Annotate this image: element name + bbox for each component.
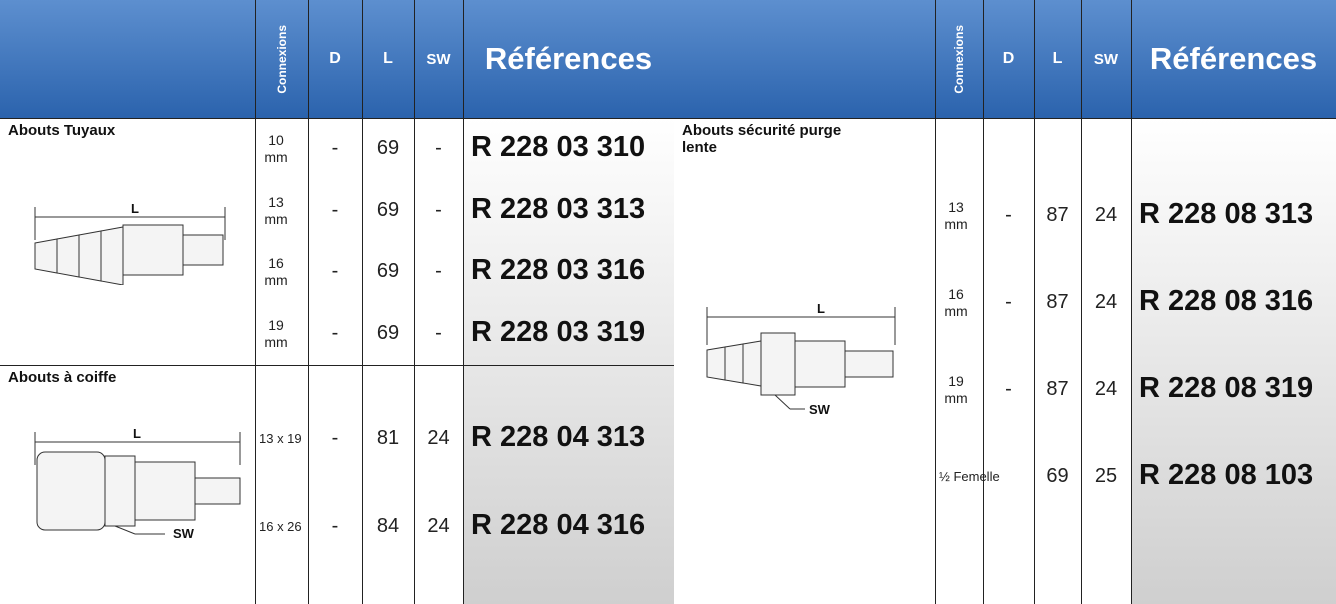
d-value: - (331, 136, 339, 159)
reference: R 228 03 313 (471, 192, 646, 225)
d-value: - (331, 322, 339, 345)
h-l: L (362, 0, 414, 118)
connexion: 13 mm (264, 193, 288, 227)
connexion: 10 mm (264, 131, 288, 165)
header-label: Références (1149, 41, 1318, 76)
row-divider (0, 365, 674, 366)
l-value: 69 (376, 322, 400, 345)
connexion: 16 mm (264, 255, 288, 289)
sw-value: - (435, 322, 442, 345)
h-references: Références (463, 0, 674, 118)
section-title: Abouts Tuyaux (8, 122, 116, 139)
header-label: D (1002, 50, 1015, 67)
row-divider (0, 118, 674, 119)
h-sw: SW (1081, 0, 1131, 118)
sw-value: 24 (1094, 377, 1118, 400)
l-value: 69 (376, 136, 400, 159)
header-label: Connexions (952, 24, 966, 94)
reference: R 228 04 316 (471, 509, 646, 541)
h-d: D (983, 0, 1034, 118)
sw-value: - (435, 260, 442, 283)
column-divider (255, 0, 256, 604)
d-value: - (1005, 377, 1012, 400)
d-value: - (331, 515, 339, 537)
l-value: 87 (1046, 290, 1069, 313)
ref-column-bg (1131, 118, 1336, 604)
l-value: 69 (376, 198, 400, 221)
connexion: 13 mm (944, 198, 968, 232)
connexion: ½ Femelle (939, 468, 1000, 484)
h-sw: SW (414, 0, 463, 118)
reference: R 228 08 316 (1139, 284, 1314, 317)
column-divider (308, 0, 309, 604)
reference: R 228 03 319 (471, 316, 646, 349)
reference: R 228 08 313 (1139, 197, 1314, 230)
h-connexions: Connexions (255, 0, 308, 118)
header-label: D (329, 50, 341, 67)
column-divider (463, 0, 464, 604)
column-divider (1034, 0, 1035, 604)
reference: R 228 03 310 (471, 130, 646, 163)
d-value: - (331, 260, 339, 283)
h-references: Références (1131, 0, 1336, 118)
header-label: SW (1093, 50, 1119, 68)
column-divider (935, 0, 936, 604)
column-divider (414, 0, 415, 604)
reference: R 228 04 313 (471, 421, 646, 453)
sw-value: 25 (1094, 464, 1118, 487)
column-divider (1081, 0, 1082, 604)
d-value: - (1005, 203, 1012, 226)
reference: R 228 08 319 (1139, 371, 1314, 404)
header-label: Connexions (274, 24, 289, 94)
sw-value: 24 (427, 515, 450, 537)
row-divider (674, 118, 1336, 119)
header-label: SW (426, 50, 451, 68)
header-bar (0, 0, 1336, 118)
h-l: L (1034, 0, 1081, 118)
l-value: 69 (376, 260, 400, 283)
sw-value: 24 (1094, 203, 1118, 226)
connexion: 16 x 26 (259, 519, 302, 534)
diagram-purge: L SW (706, 301, 896, 417)
h-d: D (308, 0, 362, 118)
diagram-label: L (133, 426, 141, 441)
column-divider (983, 0, 984, 604)
connexion: 16 mm (944, 285, 968, 319)
diagram-label: L (817, 301, 825, 316)
l-value: 81 (376, 427, 400, 449)
sw-value: - (435, 136, 442, 159)
l-value: 84 (376, 515, 400, 537)
diagram-label: SW (809, 402, 831, 417)
sw-value: - (435, 198, 442, 221)
d-value: - (331, 427, 339, 449)
connexion: 13 x 19 (259, 431, 302, 446)
l-value: 87 (1046, 377, 1069, 400)
sw-value: 24 (1094, 290, 1118, 313)
section-title: Abouts sécurité purge lente (682, 122, 842, 156)
column-divider (1131, 0, 1132, 604)
l-value: 69 (1046, 464, 1069, 487)
diagram-hose-tail: L (34, 201, 226, 285)
d-value: - (1005, 290, 1012, 313)
column-divider (362, 0, 363, 604)
d-value: - (331, 198, 339, 221)
connexion: 19 mm (944, 372, 968, 406)
connexion: 19 mm (264, 317, 288, 351)
diagram-label: SW (173, 526, 195, 541)
header-label: L (383, 50, 393, 67)
diagram-label: L (131, 201, 139, 216)
header-label: Références (484, 41, 653, 76)
header-label: L (1052, 50, 1063, 67)
sw-value: 24 (427, 427, 450, 449)
diagram-coiffe: L SW (34, 426, 241, 541)
h-connexions: Connexions (935, 0, 983, 118)
ref-column-bg (463, 118, 674, 604)
reference: R 228 08 103 (1139, 458, 1314, 491)
l-value: 87 (1046, 203, 1069, 226)
section-title: Abouts à coiffe (8, 369, 117, 386)
reference: R 228 03 316 (471, 254, 646, 287)
